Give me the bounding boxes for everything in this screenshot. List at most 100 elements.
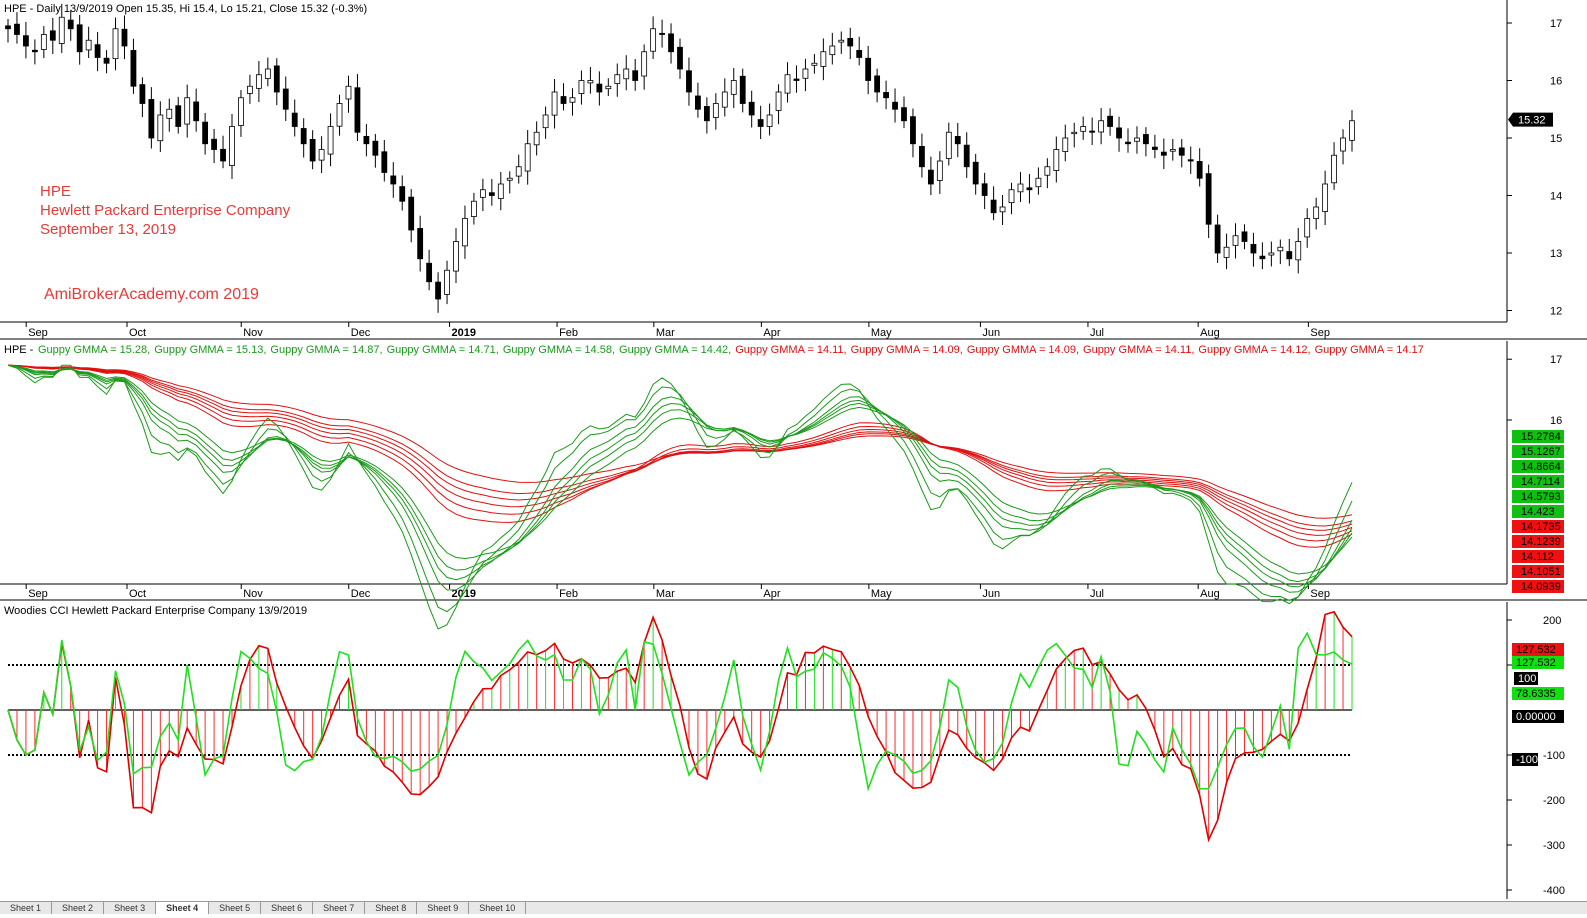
month-label: 2019 xyxy=(452,327,476,339)
candle-body xyxy=(471,200,477,217)
candle-body xyxy=(874,75,881,93)
candle-body xyxy=(1160,151,1167,156)
cci-value-badge xyxy=(1514,672,1538,685)
gmma-short-line xyxy=(7,364,1353,630)
candle-body xyxy=(963,144,970,168)
candle-body xyxy=(1062,137,1069,152)
month-label: Sep xyxy=(28,588,48,600)
candle-body xyxy=(94,44,101,58)
candle-body xyxy=(31,49,38,53)
candle-body xyxy=(703,106,710,122)
candle-body xyxy=(103,57,110,64)
candle-body xyxy=(130,50,137,87)
sheet-tab[interactable]: Sheet 5 xyxy=(209,902,262,914)
sheet-tab[interactable]: Sheet 7 xyxy=(313,902,366,914)
candle-body xyxy=(408,196,415,231)
month-label: May xyxy=(871,327,892,339)
candle-body xyxy=(1277,246,1284,252)
candle-body xyxy=(677,46,683,70)
sheet-tab[interactable]: Sheet 1 xyxy=(0,902,53,914)
candle-body xyxy=(820,51,827,67)
month-label: Sep xyxy=(1310,588,1330,600)
candle-body xyxy=(1026,187,1033,191)
candle-body xyxy=(49,30,56,41)
candle-body xyxy=(1178,147,1185,156)
candle-body xyxy=(945,131,952,159)
sheet-tab[interactable]: Sheet 10 xyxy=(469,902,527,914)
candle-body xyxy=(1107,115,1113,127)
candle-body xyxy=(919,145,925,168)
candle-body xyxy=(336,103,343,127)
candle-body xyxy=(453,241,459,272)
gmma-value-label: 14.8664 xyxy=(1521,461,1561,473)
sheet-tab[interactable]: Sheet 3 xyxy=(104,902,157,914)
candle-body xyxy=(121,28,128,47)
gmma-value-label: 14.112 xyxy=(1521,551,1554,563)
candle-body xyxy=(990,199,997,214)
candle-body xyxy=(112,28,119,60)
candle-body xyxy=(641,51,648,77)
gmma-value-badge xyxy=(1512,445,1564,458)
candle-body xyxy=(1116,127,1122,139)
cci-value-label: -100 xyxy=(1516,754,1538,766)
month-label: Mar xyxy=(656,327,675,339)
sheet-tab[interactable]: Sheet 8 xyxy=(365,902,418,914)
cci-value-badge xyxy=(1512,687,1564,700)
candle-body xyxy=(1232,235,1239,246)
month-label: Dec xyxy=(351,588,371,600)
gmma-value-label: 14.1735 xyxy=(1521,521,1561,533)
month-label: Sep xyxy=(1310,327,1330,339)
sheet-tab[interactable]: Sheet 4 xyxy=(156,902,210,914)
sheet-tab[interactable]: Sheet 6 xyxy=(261,902,314,914)
month-label: Jun xyxy=(982,327,1000,339)
candle-body xyxy=(1286,251,1293,260)
candle-body xyxy=(793,78,800,81)
gmma-title-part: Guppy GMMA = 15.13, xyxy=(154,344,266,356)
gmma-value-badge xyxy=(1512,460,1564,473)
gmma-value-label: 15.1267 xyxy=(1521,446,1561,458)
sheet-tab[interactable]: Sheet 9 xyxy=(417,902,470,914)
candle-body xyxy=(1313,206,1320,219)
candle-body xyxy=(927,169,934,185)
candle-body xyxy=(1017,183,1024,193)
candle-body xyxy=(739,75,746,104)
gmma-title-part: Guppy GMMA = 14.58, xyxy=(503,344,615,356)
candle-body xyxy=(1295,241,1302,261)
candle-body xyxy=(1089,130,1096,133)
sheet-tab[interactable]: Sheet 2 xyxy=(52,902,105,914)
candle-body xyxy=(291,112,298,127)
candle-body xyxy=(1214,224,1221,254)
candle-body xyxy=(345,85,352,100)
candle-body xyxy=(856,50,863,58)
candle-body xyxy=(462,218,468,247)
candle-body xyxy=(444,269,450,295)
candle-body xyxy=(847,37,854,47)
gmma-title-part: Guppy GMMA = 14.87, xyxy=(270,344,382,356)
gmma-value-badge xyxy=(1512,505,1564,518)
gmma-long-line xyxy=(7,364,1353,548)
candle-body xyxy=(193,101,200,122)
candle-body xyxy=(426,262,433,283)
candle-body xyxy=(569,97,576,103)
candle-body xyxy=(327,126,334,155)
candle-body xyxy=(372,140,379,156)
cci-value-badge xyxy=(1512,753,1538,766)
candle-body xyxy=(1125,141,1131,145)
candle-body xyxy=(1223,246,1230,258)
candle-body xyxy=(1322,183,1329,212)
candle-body xyxy=(686,70,692,93)
y-tick-label: 15 xyxy=(1550,133,1562,145)
y-tick-label: 17 xyxy=(1550,354,1562,366)
month-label: Jul xyxy=(1090,327,1104,339)
candle-body xyxy=(14,23,20,35)
gmma-value-badge xyxy=(1512,580,1564,593)
candle-body xyxy=(417,228,424,260)
candle-body xyxy=(668,33,674,53)
candle-body xyxy=(695,95,701,110)
candle-body xyxy=(390,175,397,185)
gmma-long-line xyxy=(7,364,1353,536)
candle-body xyxy=(1259,255,1266,260)
candle-body xyxy=(166,108,173,119)
candle-body xyxy=(730,80,737,95)
